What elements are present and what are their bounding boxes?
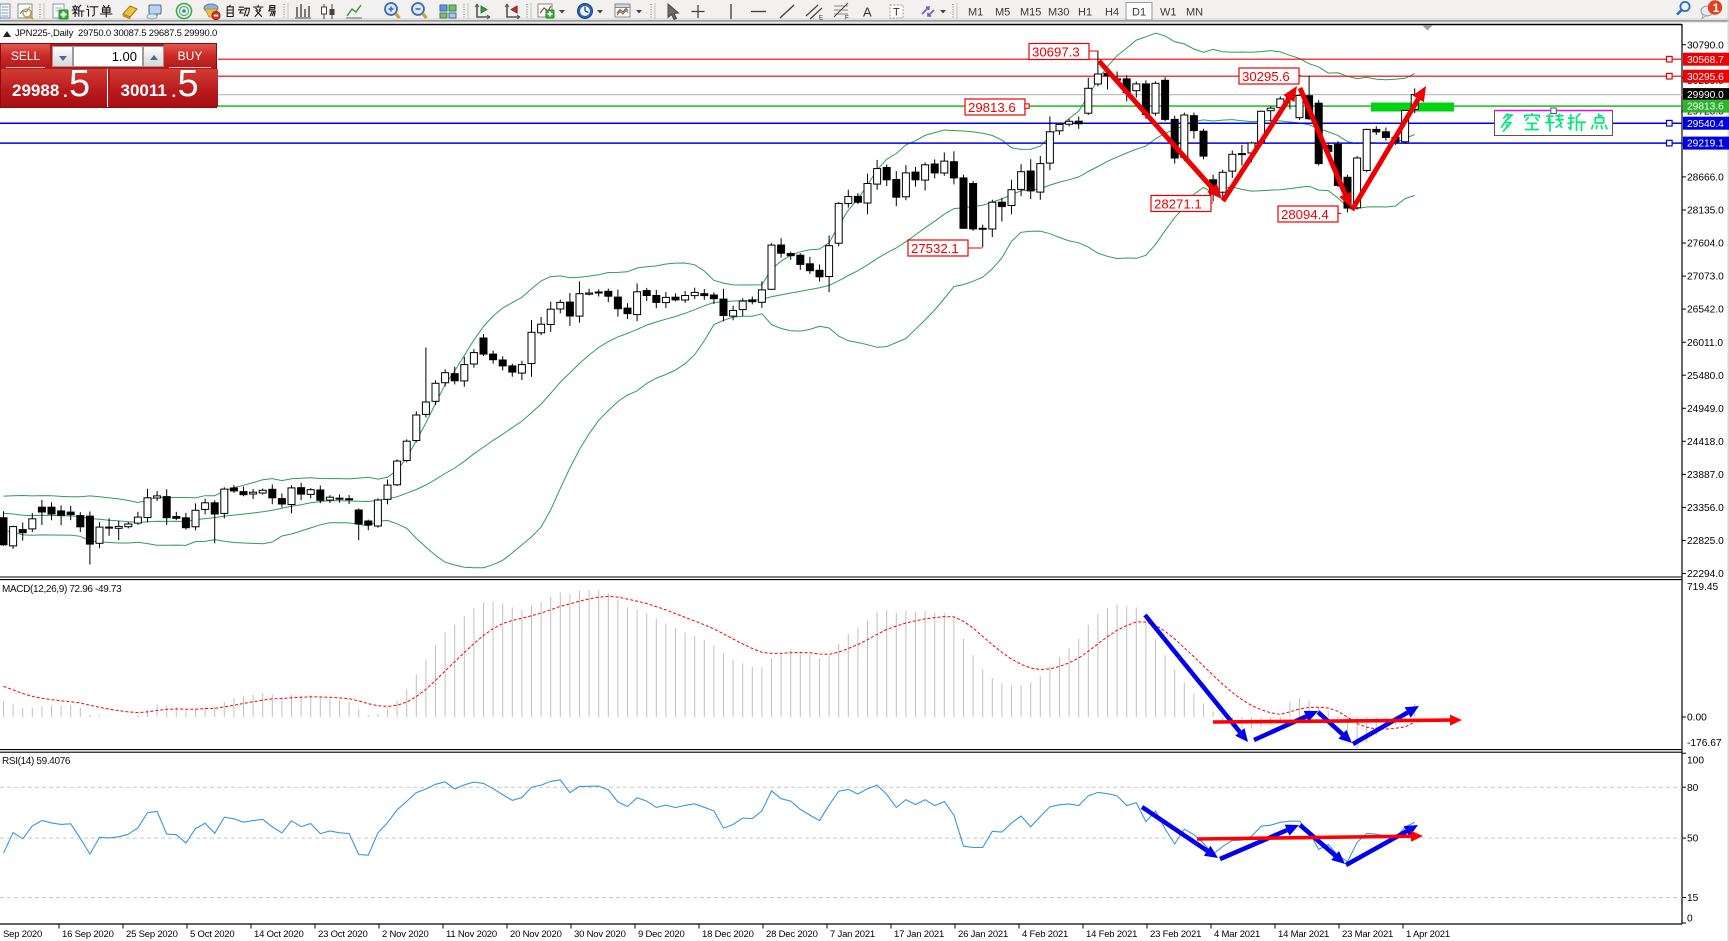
svg-text:Sep 2020: Sep 2020 xyxy=(3,929,42,940)
svg-text:15: 15 xyxy=(1687,893,1699,904)
svg-text:29540.4: 29540.4 xyxy=(1687,119,1724,130)
svg-text:30790.0: 30790.0 xyxy=(1687,40,1724,51)
svg-text:27604.0: 27604.0 xyxy=(1687,239,1724,250)
svg-text:28 Dec 2020: 28 Dec 2020 xyxy=(766,929,818,940)
svg-text:14 Feb 2021: 14 Feb 2021 xyxy=(1086,929,1137,940)
svg-text:30 Nov 2020: 30 Nov 2020 xyxy=(574,929,626,940)
svg-text:29990.0: 29990.0 xyxy=(1687,90,1724,101)
svg-text:26 Jan 2021: 26 Jan 2021 xyxy=(958,929,1008,940)
svg-text:M30: M30 xyxy=(1048,7,1069,19)
svg-text:27073.0: 27073.0 xyxy=(1687,272,1724,283)
svg-text:9 Dec 2020: 9 Dec 2020 xyxy=(638,929,685,940)
svg-text:H4: H4 xyxy=(1105,7,1119,19)
svg-text:0.00: 0.00 xyxy=(1687,713,1707,724)
svg-text:W1: W1 xyxy=(1160,7,1177,19)
svg-text:14 Oct 2020: 14 Oct 2020 xyxy=(254,929,304,940)
svg-text:30295.6: 30295.6 xyxy=(1687,72,1724,83)
svg-text:100: 100 xyxy=(1687,756,1704,767)
svg-text:26011.0: 26011.0 xyxy=(1687,338,1723,349)
svg-text:23887.0: 23887.0 xyxy=(1687,470,1724,481)
svg-text:-176.67: -176.67 xyxy=(1687,738,1722,749)
svg-text:M5: M5 xyxy=(995,7,1010,19)
svg-text:MN: MN xyxy=(1186,7,1203,19)
svg-text:22825.0: 22825.0 xyxy=(1687,536,1724,547)
svg-text:5 Oct 2020: 5 Oct 2020 xyxy=(190,929,234,940)
svg-text:28666.0: 28666.0 xyxy=(1687,173,1724,184)
svg-text:E: E xyxy=(819,16,823,22)
svg-text:M1: M1 xyxy=(968,7,983,19)
svg-text:23 Mar 2021: 23 Mar 2021 xyxy=(1342,929,1393,940)
svg-text:11 Nov 2020: 11 Nov 2020 xyxy=(446,929,497,940)
svg-text:RSI(14) 59.4076: RSI(14) 59.4076 xyxy=(2,756,71,767)
svg-text:F: F xyxy=(845,16,849,22)
svg-text:1: 1 xyxy=(1713,1,1720,15)
svg-text:23356.0: 23356.0 xyxy=(1687,503,1724,514)
svg-text:28271.1: 28271.1 xyxy=(1154,196,1202,211)
svg-text:28135.0: 28135.0 xyxy=(1687,206,1724,217)
svg-text:H1: H1 xyxy=(1078,7,1092,19)
svg-text:16 Sep 2020: 16 Sep 2020 xyxy=(62,929,114,940)
svg-text:4 Mar 2021: 4 Mar 2021 xyxy=(1214,929,1260,940)
svg-text:29813.6: 29813.6 xyxy=(968,100,1016,115)
svg-text:80: 80 xyxy=(1687,783,1699,794)
svg-text:25480.0: 25480.0 xyxy=(1687,371,1724,382)
svg-text:30295.6: 30295.6 xyxy=(1242,69,1290,84)
svg-text:23 Oct 2020: 23 Oct 2020 xyxy=(318,929,368,940)
svg-text:30568.7: 30568.7 xyxy=(1687,55,1724,66)
svg-text:2 Nov 2020: 2 Nov 2020 xyxy=(382,929,429,940)
svg-text:M15: M15 xyxy=(1020,7,1041,19)
svg-text:22294.0: 22294.0 xyxy=(1687,569,1724,580)
svg-text:MACD(12,26,9) 72.96 -49.73: MACD(12,26,9) 72.96 -49.73 xyxy=(2,584,122,595)
svg-text:24949.0: 24949.0 xyxy=(1687,404,1724,415)
svg-text:27532.1: 27532.1 xyxy=(911,241,959,256)
svg-text:24418.0: 24418.0 xyxy=(1687,437,1724,448)
svg-text:25 Sep 2020: 25 Sep 2020 xyxy=(126,929,178,940)
svg-text:0: 0 xyxy=(1687,914,1693,925)
svg-text:26542.0: 26542.0 xyxy=(1687,305,1724,316)
svg-text:A: A xyxy=(863,5,872,20)
svg-text:28094.4: 28094.4 xyxy=(1281,207,1329,222)
svg-text:29813.6: 29813.6 xyxy=(1687,102,1724,113)
svg-text:1 Apr 2021: 1 Apr 2021 xyxy=(1406,929,1450,940)
svg-text:D1: D1 xyxy=(1132,7,1146,19)
svg-text:14 Mar 2021: 14 Mar 2021 xyxy=(1278,929,1329,940)
svg-text:29219.1: 29219.1 xyxy=(1687,139,1724,150)
svg-text:30697.3: 30697.3 xyxy=(1032,44,1080,59)
svg-text:20 Nov 2020: 20 Nov 2020 xyxy=(510,929,562,940)
svg-text:23 Feb 2021: 23 Feb 2021 xyxy=(1150,929,1201,940)
svg-text:18 Dec 2020: 18 Dec 2020 xyxy=(702,929,754,940)
svg-text:4 Feb 2021: 4 Feb 2021 xyxy=(1022,929,1068,940)
svg-text:50: 50 xyxy=(1687,834,1699,845)
svg-text:7 Jan 2021: 7 Jan 2021 xyxy=(830,929,875,940)
svg-text:719.45: 719.45 xyxy=(1687,582,1718,593)
svg-text:17 Jan 2021: 17 Jan 2021 xyxy=(894,929,944,940)
svg-text:T: T xyxy=(893,7,900,19)
